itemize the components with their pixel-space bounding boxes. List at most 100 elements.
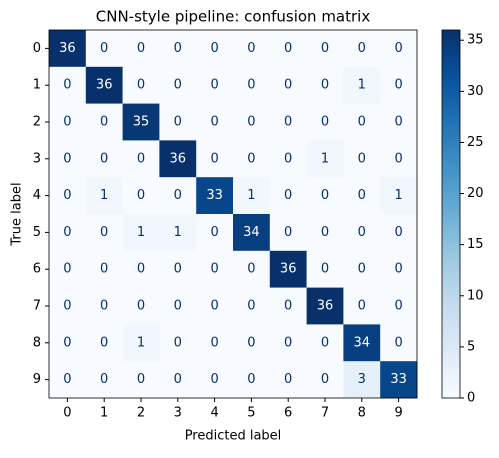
cell-label: 36 bbox=[170, 151, 187, 166]
cell-label: 0 bbox=[394, 262, 402, 277]
cell-label: 1 bbox=[137, 225, 145, 240]
cell-label: 0 bbox=[210, 335, 218, 350]
x-tick-label: 7 bbox=[321, 406, 329, 421]
cell bbox=[196, 140, 234, 178]
cell bbox=[269, 287, 307, 325]
y-tick-label: 6 bbox=[33, 262, 41, 277]
cell bbox=[49, 361, 87, 399]
cell bbox=[343, 103, 381, 141]
cell bbox=[343, 324, 381, 362]
cell bbox=[269, 177, 307, 215]
colorbar-tick-label: 0 bbox=[467, 391, 475, 406]
cell bbox=[122, 361, 160, 399]
cell bbox=[49, 177, 87, 215]
cell bbox=[306, 103, 344, 141]
cell bbox=[343, 30, 381, 68]
cell bbox=[49, 66, 87, 104]
cell bbox=[233, 140, 271, 178]
cell bbox=[269, 214, 307, 252]
cell-label: 0 bbox=[137, 188, 145, 203]
cell-label: 0 bbox=[284, 115, 292, 130]
cell-label: 0 bbox=[210, 225, 218, 240]
cell-label: 34 bbox=[243, 225, 260, 240]
cell bbox=[49, 140, 87, 178]
cell-label: 0 bbox=[100, 372, 108, 387]
cell-label: 0 bbox=[174, 299, 182, 314]
cell bbox=[49, 287, 87, 325]
plot-frame bbox=[48, 29, 418, 399]
cell-label: 0 bbox=[284, 225, 292, 240]
cell bbox=[233, 214, 271, 252]
cell bbox=[49, 214, 87, 252]
cell bbox=[269, 361, 307, 399]
cell-label: 0 bbox=[358, 115, 366, 130]
cell bbox=[306, 177, 344, 215]
cell bbox=[196, 66, 234, 104]
cell-label: 0 bbox=[321, 335, 329, 350]
cell bbox=[233, 287, 271, 325]
y-tick-label: 7 bbox=[33, 299, 41, 314]
cell bbox=[233, 361, 271, 399]
cell bbox=[85, 287, 123, 325]
cell bbox=[306, 287, 344, 325]
cell bbox=[159, 287, 197, 325]
cell bbox=[233, 30, 271, 68]
cell bbox=[196, 177, 234, 215]
y-tick-label: 3 bbox=[33, 151, 41, 166]
cell bbox=[122, 324, 160, 362]
colorbar-tick-label: 10 bbox=[467, 288, 484, 303]
cell bbox=[122, 66, 160, 104]
cell-label: 0 bbox=[174, 372, 182, 387]
cell-label: 36 bbox=[96, 78, 113, 93]
cell-label: 0 bbox=[284, 41, 292, 56]
cell bbox=[159, 177, 197, 215]
cell-label: 0 bbox=[137, 262, 145, 277]
cell-label: 0 bbox=[247, 335, 255, 350]
cell bbox=[159, 30, 197, 68]
cell-label: 0 bbox=[63, 115, 71, 130]
cell-label: 0 bbox=[137, 78, 145, 93]
cell bbox=[343, 361, 381, 399]
colorbar-tick-label: 25 bbox=[467, 135, 484, 150]
cell-label: 1 bbox=[321, 151, 329, 166]
cell bbox=[85, 361, 123, 399]
cell bbox=[380, 287, 418, 325]
y-tick-label: 5 bbox=[33, 225, 41, 240]
cell-label: 1 bbox=[137, 335, 145, 350]
cell-label: 0 bbox=[284, 335, 292, 350]
cell bbox=[269, 140, 307, 178]
colorbar-tick-label: 35 bbox=[467, 33, 484, 48]
cell-label: 0 bbox=[137, 151, 145, 166]
cell-label: 0 bbox=[63, 299, 71, 314]
cell bbox=[380, 214, 418, 252]
cell bbox=[306, 324, 344, 362]
cell-label: 36 bbox=[317, 299, 334, 314]
cell bbox=[343, 214, 381, 252]
cell-label: 33 bbox=[206, 188, 223, 203]
cell-label: 0 bbox=[247, 372, 255, 387]
cell bbox=[85, 250, 123, 288]
cell-label: 0 bbox=[100, 225, 108, 240]
x-tick-label: 0 bbox=[63, 406, 71, 421]
colorbar-tick-label: 15 bbox=[467, 237, 484, 252]
cell-label: 0 bbox=[100, 262, 108, 277]
cell bbox=[122, 177, 160, 215]
cell-label: 0 bbox=[100, 115, 108, 130]
cell-label: 0 bbox=[321, 188, 329, 203]
cell bbox=[49, 30, 87, 68]
cell-label: 0 bbox=[63, 151, 71, 166]
cell bbox=[196, 103, 234, 141]
cell-label: 0 bbox=[321, 225, 329, 240]
cell bbox=[159, 361, 197, 399]
colorbar bbox=[441, 29, 461, 399]
cell-label: 0 bbox=[174, 262, 182, 277]
cell bbox=[306, 361, 344, 399]
cell bbox=[122, 250, 160, 288]
cell-label: 0 bbox=[394, 299, 402, 314]
cell bbox=[122, 287, 160, 325]
cell bbox=[233, 103, 271, 141]
cell-label: 0 bbox=[174, 41, 182, 56]
cell-label: 0 bbox=[210, 372, 218, 387]
cell bbox=[343, 177, 381, 215]
